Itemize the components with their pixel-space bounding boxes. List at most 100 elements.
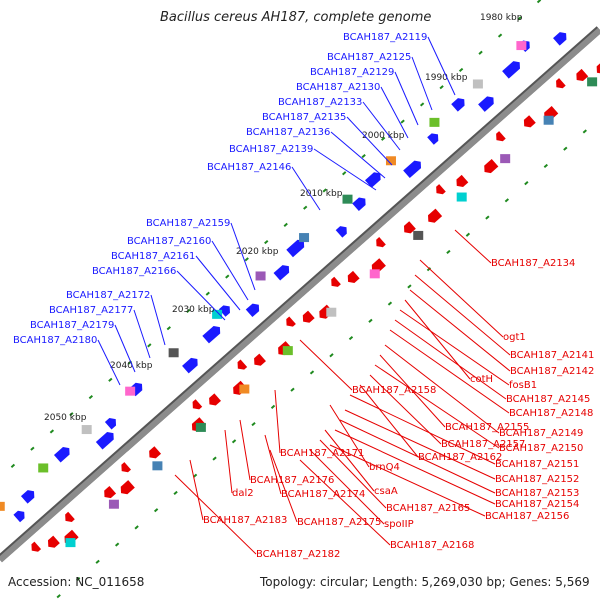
forward-gene-arrow[interactable] (553, 32, 567, 46)
reverse-gene-arrow[interactable] (436, 184, 446, 195)
forward-gene-arrow[interactable] (352, 197, 366, 211)
gene-label-reverse[interactable]: BCAH187_A2134 (491, 258, 575, 269)
tick-mark (49, 429, 55, 434)
reverse-gene-arrow[interactable] (121, 462, 131, 473)
gene-label-reverse[interactable]: fosB1 (509, 380, 537, 391)
forward-gene-arrow[interactable] (218, 305, 230, 317)
gene-label-reverse[interactable]: BCAH187_A2153 (495, 488, 579, 499)
reverse-gene-arrow[interactable] (302, 310, 315, 323)
gene-label-reverse[interactable]: BCAH187_A2145 (506, 394, 590, 405)
gene-label-forward[interactable]: BCAH187_A2159 (146, 218, 230, 229)
reverse-gene-arrow[interactable] (347, 270, 360, 283)
forward-gene-arrow[interactable] (365, 172, 381, 188)
forward-gene-arrow[interactable] (427, 133, 439, 145)
reverse-gene-arrow[interactable] (31, 541, 42, 552)
gene-label-reverse[interactable]: BCAH187_A2174 (281, 489, 365, 500)
gene-label-reverse[interactable]: spoIIP (384, 519, 414, 530)
forward-gene-arrow[interactable] (403, 160, 422, 179)
forward-gene-arrow[interactable] (20, 490, 35, 504)
gene-label-reverse[interactable]: ogt1 (503, 332, 526, 343)
forward-gene-arrow[interactable] (202, 325, 221, 344)
gene-label-forward[interactable]: BCAH187_A2172 (66, 290, 150, 301)
gene-label-forward[interactable]: BCAH187_A2135 (262, 112, 346, 123)
gene-label-reverse[interactable]: BCAH187_A2150 (499, 443, 583, 454)
gene-label-forward[interactable]: BCAH187_A2129 (310, 67, 394, 78)
gene-label-reverse[interactable]: BCAH187_A2168 (390, 540, 474, 551)
gene-label-forward[interactable]: BCAH187_A2179 (30, 320, 114, 331)
reverse-gene-arrow[interactable] (523, 115, 536, 128)
forward-gene-arrow[interactable] (53, 447, 70, 463)
forward-gene-arrow[interactable] (502, 61, 520, 79)
leader-line-reverse (174, 474, 257, 555)
reverse-gene-arrow[interactable] (576, 68, 589, 82)
gene-label-reverse[interactable]: BCAH187_A2175 (297, 517, 381, 528)
gene-label-reverse[interactable]: BCAH187_A2165 (386, 503, 470, 514)
gene-label-forward[interactable]: BCAH187_A2119 (343, 32, 427, 43)
gene-label-forward[interactable]: BCAH187_A2146 (207, 162, 291, 173)
gene-label-reverse[interactable]: brnQ4 (369, 462, 400, 473)
forward-gene-arrow[interactable] (182, 357, 198, 374)
reverse-gene-arrow[interactable] (47, 535, 60, 548)
reverse-gene-arrow[interactable] (104, 486, 117, 499)
gene-label-reverse[interactable]: BCAH187_A2157 (441, 439, 525, 450)
forward-gene-arrow[interactable] (286, 239, 305, 258)
gene-label-reverse[interactable]: cotH (470, 374, 493, 385)
leader-line-reverse (224, 429, 233, 494)
gene-label-reverse[interactable]: BCAH187_A2156 (485, 511, 569, 522)
gene-label-forward[interactable]: BCAH187_A2125 (327, 52, 411, 63)
gene-label-forward[interactable]: BCAH187_A2133 (278, 97, 362, 108)
reverse-gene-arrow[interactable] (376, 237, 386, 248)
reverse-gene-arrow[interactable] (428, 208, 443, 223)
gene-label-reverse[interactable]: csaA (374, 486, 398, 497)
forward-gene-arrow[interactable] (245, 303, 260, 318)
gene-label-reverse[interactable]: BCAH187_A2182 (256, 549, 340, 560)
gene-label-reverse[interactable]: BCAH187_A2154 (495, 499, 579, 510)
forward-gene-arrow[interactable] (13, 510, 25, 523)
reverse-gene-arrow[interactable] (371, 258, 386, 273)
gene-label-reverse[interactable]: BCAH187_A2158 (352, 385, 436, 396)
gene-label-forward[interactable]: BCAH187_A2160 (127, 236, 211, 247)
gene-label-forward[interactable]: BCAH187_A2166 (92, 266, 176, 277)
gene-label-reverse[interactable]: BCAH187_A2148 (509, 408, 593, 419)
reverse-gene-arrow[interactable] (456, 174, 469, 187)
gene-label-reverse[interactable]: BCAH187_A2176 (250, 475, 334, 486)
forward-gene-arrow[interactable] (273, 265, 290, 281)
reverse-gene-arrow[interactable] (209, 393, 221, 406)
forward-gene-arrow[interactable] (451, 98, 465, 112)
reverse-gene-arrow[interactable] (237, 359, 248, 370)
reverse-gene-arrow[interactable] (254, 353, 266, 366)
reverse-gene-arrow[interactable] (286, 316, 296, 327)
gene-label-forward[interactable]: BCAH187_A2130 (296, 82, 380, 93)
gene-label-reverse[interactable]: BCAH187_A2155 (445, 422, 529, 433)
gene-label-forward[interactable]: BCAH187_A2180 (13, 335, 97, 346)
reverse-gene-arrow[interactable] (192, 399, 203, 410)
gene-label-reverse[interactable]: BCAH187_A2151 (495, 459, 579, 470)
gene-label-reverse[interactable]: BCAH187_A2183 (203, 515, 287, 526)
forward-gene-arrow[interactable] (95, 432, 114, 450)
reverse-gene-arrow[interactable] (403, 221, 416, 234)
gene-label-forward[interactable]: BCAH187_A2161 (111, 251, 195, 262)
gene-label-reverse[interactable]: BCAH187_A2142 (510, 366, 594, 377)
reverse-gene-arrow[interactable] (331, 276, 341, 287)
reverse-gene-arrow[interactable] (484, 159, 499, 174)
reverse-gene-arrow[interactable] (596, 60, 600, 74)
reverse-gene-arrow[interactable] (556, 78, 566, 89)
gene-label-reverse[interactable]: BCAH187_A2171 (280, 448, 364, 459)
forward-gene-arrow[interactable] (104, 417, 117, 430)
gene-label-reverse[interactable]: BCAH187_A2162 (418, 452, 502, 463)
gene-label-reverse[interactable]: BCAH187_A2141 (510, 350, 594, 361)
forward-gene-arrow[interactable] (128, 382, 143, 397)
reverse-gene-arrow[interactable] (149, 446, 162, 459)
gene-label-forward[interactable]: BCAH187_A2136 (246, 127, 330, 138)
gene-label-reverse[interactable]: dal2 (232, 488, 254, 499)
reverse-gene-arrow[interactable] (65, 511, 75, 522)
gene-label-forward[interactable]: BCAH187_A2139 (229, 144, 313, 155)
forward-gene-arrow[interactable] (478, 96, 494, 112)
gene-label-reverse[interactable]: BCAH187_A2152 (495, 474, 579, 485)
gene-label-forward[interactable]: BCAH187_A2177 (49, 305, 133, 316)
reverse-gene-arrow[interactable] (496, 131, 506, 142)
forward-gene-arrow[interactable] (335, 226, 347, 238)
reverse-gene-arrow[interactable] (120, 480, 135, 495)
gene-label-reverse[interactable]: BCAH187_A2149 (499, 428, 583, 439)
